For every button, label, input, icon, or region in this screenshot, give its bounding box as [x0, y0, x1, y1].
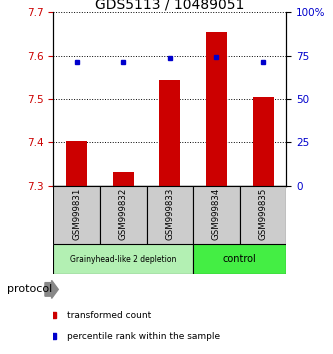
Bar — [160, 80, 180, 186]
Text: control: control — [223, 254, 257, 264]
Text: GSM999832: GSM999832 — [119, 188, 128, 240]
Text: GSM999833: GSM999833 — [165, 188, 174, 240]
Bar — [53, 244, 193, 274]
Text: transformed count: transformed count — [67, 310, 152, 320]
Text: GSM999835: GSM999835 — [258, 188, 268, 240]
Text: percentile rank within the sample: percentile rank within the sample — [67, 332, 220, 341]
Bar — [53, 186, 100, 244]
Bar — [193, 244, 286, 274]
Bar — [240, 186, 286, 244]
Bar — [113, 172, 134, 186]
Title: GDS5113 / 10489051: GDS5113 / 10489051 — [95, 0, 244, 11]
Bar — [100, 186, 147, 244]
Bar — [66, 141, 87, 186]
Bar — [193, 186, 240, 244]
Text: protocol: protocol — [7, 284, 52, 295]
Text: GSM999831: GSM999831 — [72, 188, 81, 240]
Bar — [253, 97, 274, 186]
Text: Grainyhead-like 2 depletion: Grainyhead-like 2 depletion — [70, 255, 176, 264]
FancyArrow shape — [45, 280, 58, 298]
Bar — [147, 186, 193, 244]
Bar — [206, 32, 227, 186]
Text: GSM999834: GSM999834 — [212, 188, 221, 240]
